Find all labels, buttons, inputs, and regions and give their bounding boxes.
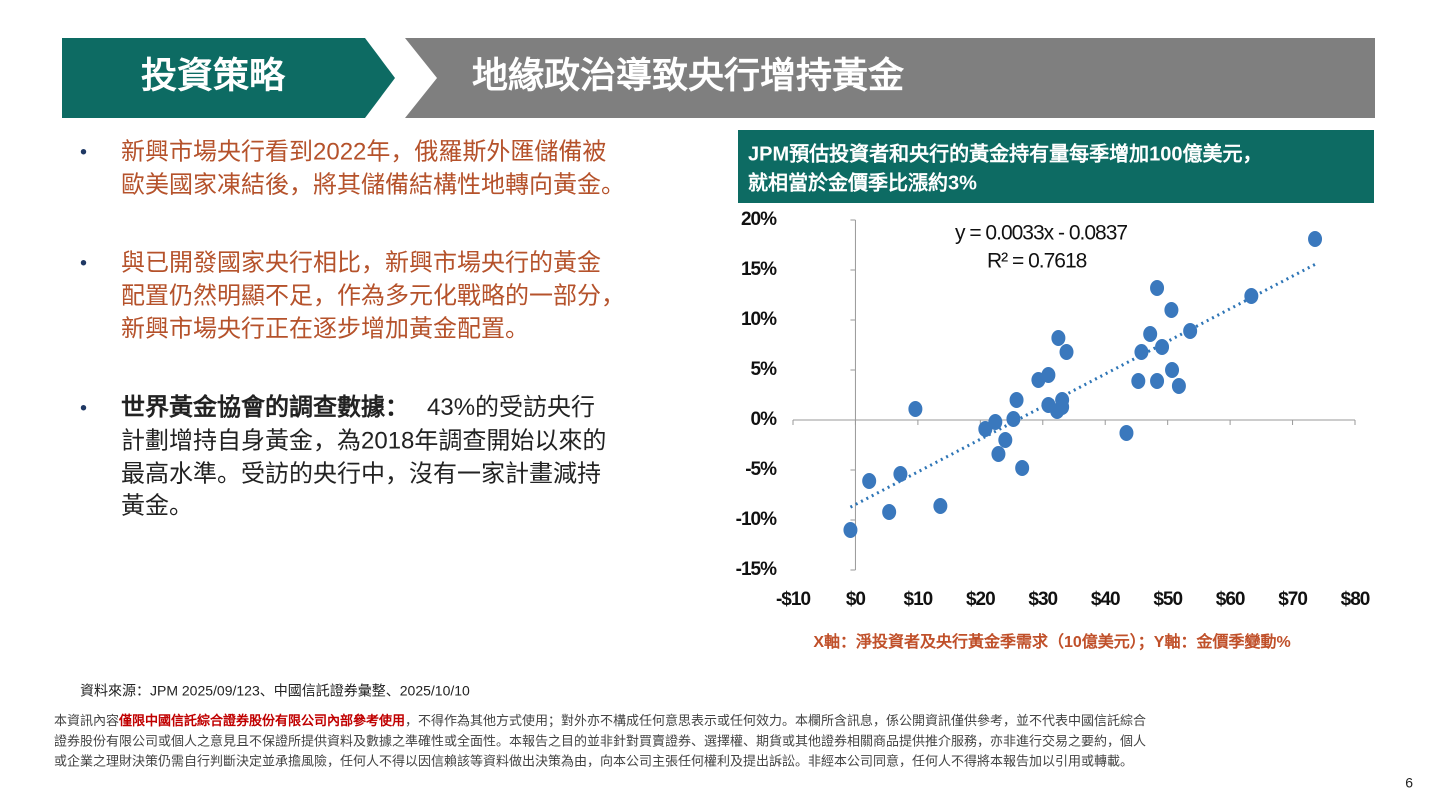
bullet-line: 歐美國家凍結後，將其儲備結構性地轉向黃金。 (121, 171, 625, 198)
y-tick-label: -10% (736, 509, 777, 530)
scatter-point (893, 466, 908, 482)
x-tick-label: $50 (1153, 589, 1182, 610)
chart-title: JPM預估投資者和央行的黃金持有量每季增加100億美元， (748, 141, 1263, 165)
title-bar (405, 38, 1375, 118)
disclaimer-line: 證券股份有限公司或個人之意見且不保證所提供資料及數據之準確性或全面性。本報告之目… (54, 733, 1146, 748)
scatter-point (1155, 339, 1170, 355)
scatter-point (1006, 411, 1021, 427)
scatter-point (1009, 392, 1024, 408)
scatter-point (1165, 362, 1180, 378)
scatter-point (1055, 399, 1070, 415)
x-tick-label: $0 (846, 589, 866, 610)
bullet-line: 新興市場央行看到2022年，俄羅斯外匯儲備被 (121, 138, 606, 165)
bullet-text: 43%的受訪央行 (427, 394, 595, 421)
scatter-point (1183, 323, 1198, 339)
scatter-point (1131, 373, 1146, 389)
disclaimer-prefix: 本資訊內容 (54, 713, 119, 728)
x-tick-label: $10 (904, 589, 933, 610)
chart-title: 就相當於金價季比漲約3% (748, 170, 977, 194)
bullets: • 新興市場央行看到2022年，俄羅斯外匯儲備被 歐美國家凍結後，將其儲備結構性… (80, 138, 625, 519)
x-tick-label: $60 (1216, 589, 1245, 610)
scatter-point (908, 401, 923, 417)
y-tick-label: 10% (741, 309, 777, 330)
scatter-point (1015, 460, 1030, 476)
x-tick-label: -$10 (776, 589, 810, 610)
scatter-point (1143, 326, 1158, 342)
y-tick-label: -5% (745, 459, 777, 480)
y-tick-label: 20% (741, 209, 777, 230)
bullet-bold: 世界黃金協會的調查數據： (121, 393, 409, 421)
r-squared: R² = 0.7618 (987, 250, 1087, 273)
page-number: 6 (1405, 775, 1413, 791)
bullet-dot: • (80, 141, 87, 163)
bullet-dot: • (80, 252, 87, 274)
chart-title-box (738, 130, 1374, 203)
x-tick-label: $30 (1028, 589, 1057, 610)
scatter-point (862, 473, 877, 489)
scatter-point (998, 432, 1013, 448)
scatter-point (882, 504, 897, 520)
source: 資料來源：JPM 2025/09/123、中國信託證券彙整、2025/10/10 (80, 683, 470, 699)
scatter-point (1164, 302, 1179, 318)
scatter-point (1134, 344, 1149, 360)
scatter-point (978, 421, 993, 437)
trend-line (849, 263, 1316, 509)
x-tick-label: $20 (966, 589, 995, 610)
scatter-point (1308, 231, 1323, 247)
section-tab (62, 38, 395, 118)
bullet-dot: • (80, 397, 87, 419)
y-tick-label: 5% (751, 359, 778, 380)
disclaimer-text: ，不得作為其他方式使用；對外亦不構成任何意思表示或任何效力。本欄所含訊息，係公開… (405, 713, 1146, 729)
bullet-line: 世界黃金協會的調查數據： 43%的受訪央行 (121, 393, 595, 421)
x-tick-label: $70 (1278, 589, 1307, 610)
scatter-point (991, 446, 1006, 462)
scatter-point (1150, 373, 1165, 389)
disclaimer-highlight: 僅限中國信託綜合證券股份有限公司內部參考使用 (118, 713, 405, 728)
y-tick-label: 15% (741, 259, 777, 280)
page-title: 地緣政治導致央行增持黃金 (472, 55, 905, 96)
x-tick-label: $80 (1341, 589, 1370, 610)
section-title: 投資策略 (141, 55, 286, 96)
scatter-point (1059, 344, 1074, 360)
disclaimer-line: 本資訊內容僅限中國信託綜合證券股份有限公司內部參考使用，不得作為其他方式使用；對… (54, 713, 1146, 729)
scatter-point (1041, 367, 1056, 383)
scatter-chart: -15% -10% -5% 0% 5% 10% 15% 20% -$10 $0 $10 $20 $30 $… (736, 209, 1371, 610)
bullet-line: 黃金。 (121, 492, 193, 519)
x-tick-label: $40 (1091, 589, 1120, 610)
axis-caption: X軸：淨投資者及央行黃金季需求（10億美元）；Y軸：金價季變動% (813, 632, 1290, 651)
bullet-line: 計劃增持自身黃金，為2018年調查開始以來的 (121, 427, 606, 454)
scatter-point (988, 414, 1003, 430)
disclaimer-line: 或企業之理財決策仍需自行判斷決定並承擔風險，任何人不得以因信賴該等資料做出決策為… (54, 753, 1133, 768)
scatter-point (1244, 288, 1259, 304)
y-tick-label: -15% (736, 559, 777, 580)
bullet-line: 最高水準。受訪的央行中，沒有一家計畫減持 (121, 460, 601, 487)
scatter-point (843, 522, 858, 538)
y-tick-label: 0% (751, 409, 778, 430)
trend-equation: y = 0.0033x - 0.0837 (955, 222, 1127, 245)
scatter-point (933, 498, 948, 514)
scatter-point (1171, 378, 1186, 394)
bullet-line: 配置仍然明顯不足，作為多元化戰略的一部分， (121, 282, 625, 309)
bullet-line: 與已開發國家央行相比，新興市場央行的黃金 (121, 249, 601, 276)
scatter-point (1150, 280, 1165, 296)
bullet-line: 新興市場央行正在逐步增加黃金配置。 (121, 315, 529, 342)
scatter-point (1119, 425, 1134, 441)
scatter-point (1051, 330, 1066, 346)
